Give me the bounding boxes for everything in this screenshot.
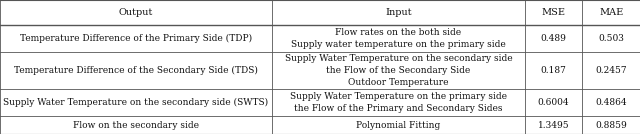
Text: 0.8859: 0.8859	[595, 121, 627, 130]
Text: MAE: MAE	[599, 8, 623, 17]
Text: 0.489: 0.489	[541, 34, 566, 43]
Text: Polynomial Fitting: Polynomial Fitting	[356, 121, 440, 130]
Text: Temperature Difference of the Primary Side (TDP): Temperature Difference of the Primary Si…	[20, 34, 252, 43]
Text: 0.2457: 0.2457	[595, 66, 627, 75]
Text: 0.503: 0.503	[598, 34, 624, 43]
Text: Output: Output	[119, 8, 153, 17]
Text: 0.4864: 0.4864	[595, 98, 627, 107]
Text: Temperature Difference of the Secondary Side (TDS): Temperature Difference of the Secondary …	[14, 66, 258, 75]
Text: Supply Water Temperature on the primary side
the Flow of the Primary and Seconda: Supply Water Temperature on the primary …	[290, 92, 507, 113]
Text: 0.187: 0.187	[541, 66, 566, 75]
Text: Supply Water Temperature on the secondary side
the Flow of the Secondary Side
Ou: Supply Water Temperature on the secondar…	[285, 54, 512, 87]
Text: Flow on the secondary side: Flow on the secondary side	[73, 121, 199, 130]
Text: 1.3495: 1.3495	[538, 121, 570, 130]
Text: Supply Water Temperature on the secondary side (SWTS): Supply Water Temperature on the secondar…	[3, 98, 269, 107]
Text: Flow rates on the both side
Supply water temperature on the primary side: Flow rates on the both side Supply water…	[291, 28, 506, 49]
Text: Input: Input	[385, 8, 412, 17]
Text: MSE: MSE	[541, 8, 566, 17]
Text: 0.6004: 0.6004	[538, 98, 570, 107]
